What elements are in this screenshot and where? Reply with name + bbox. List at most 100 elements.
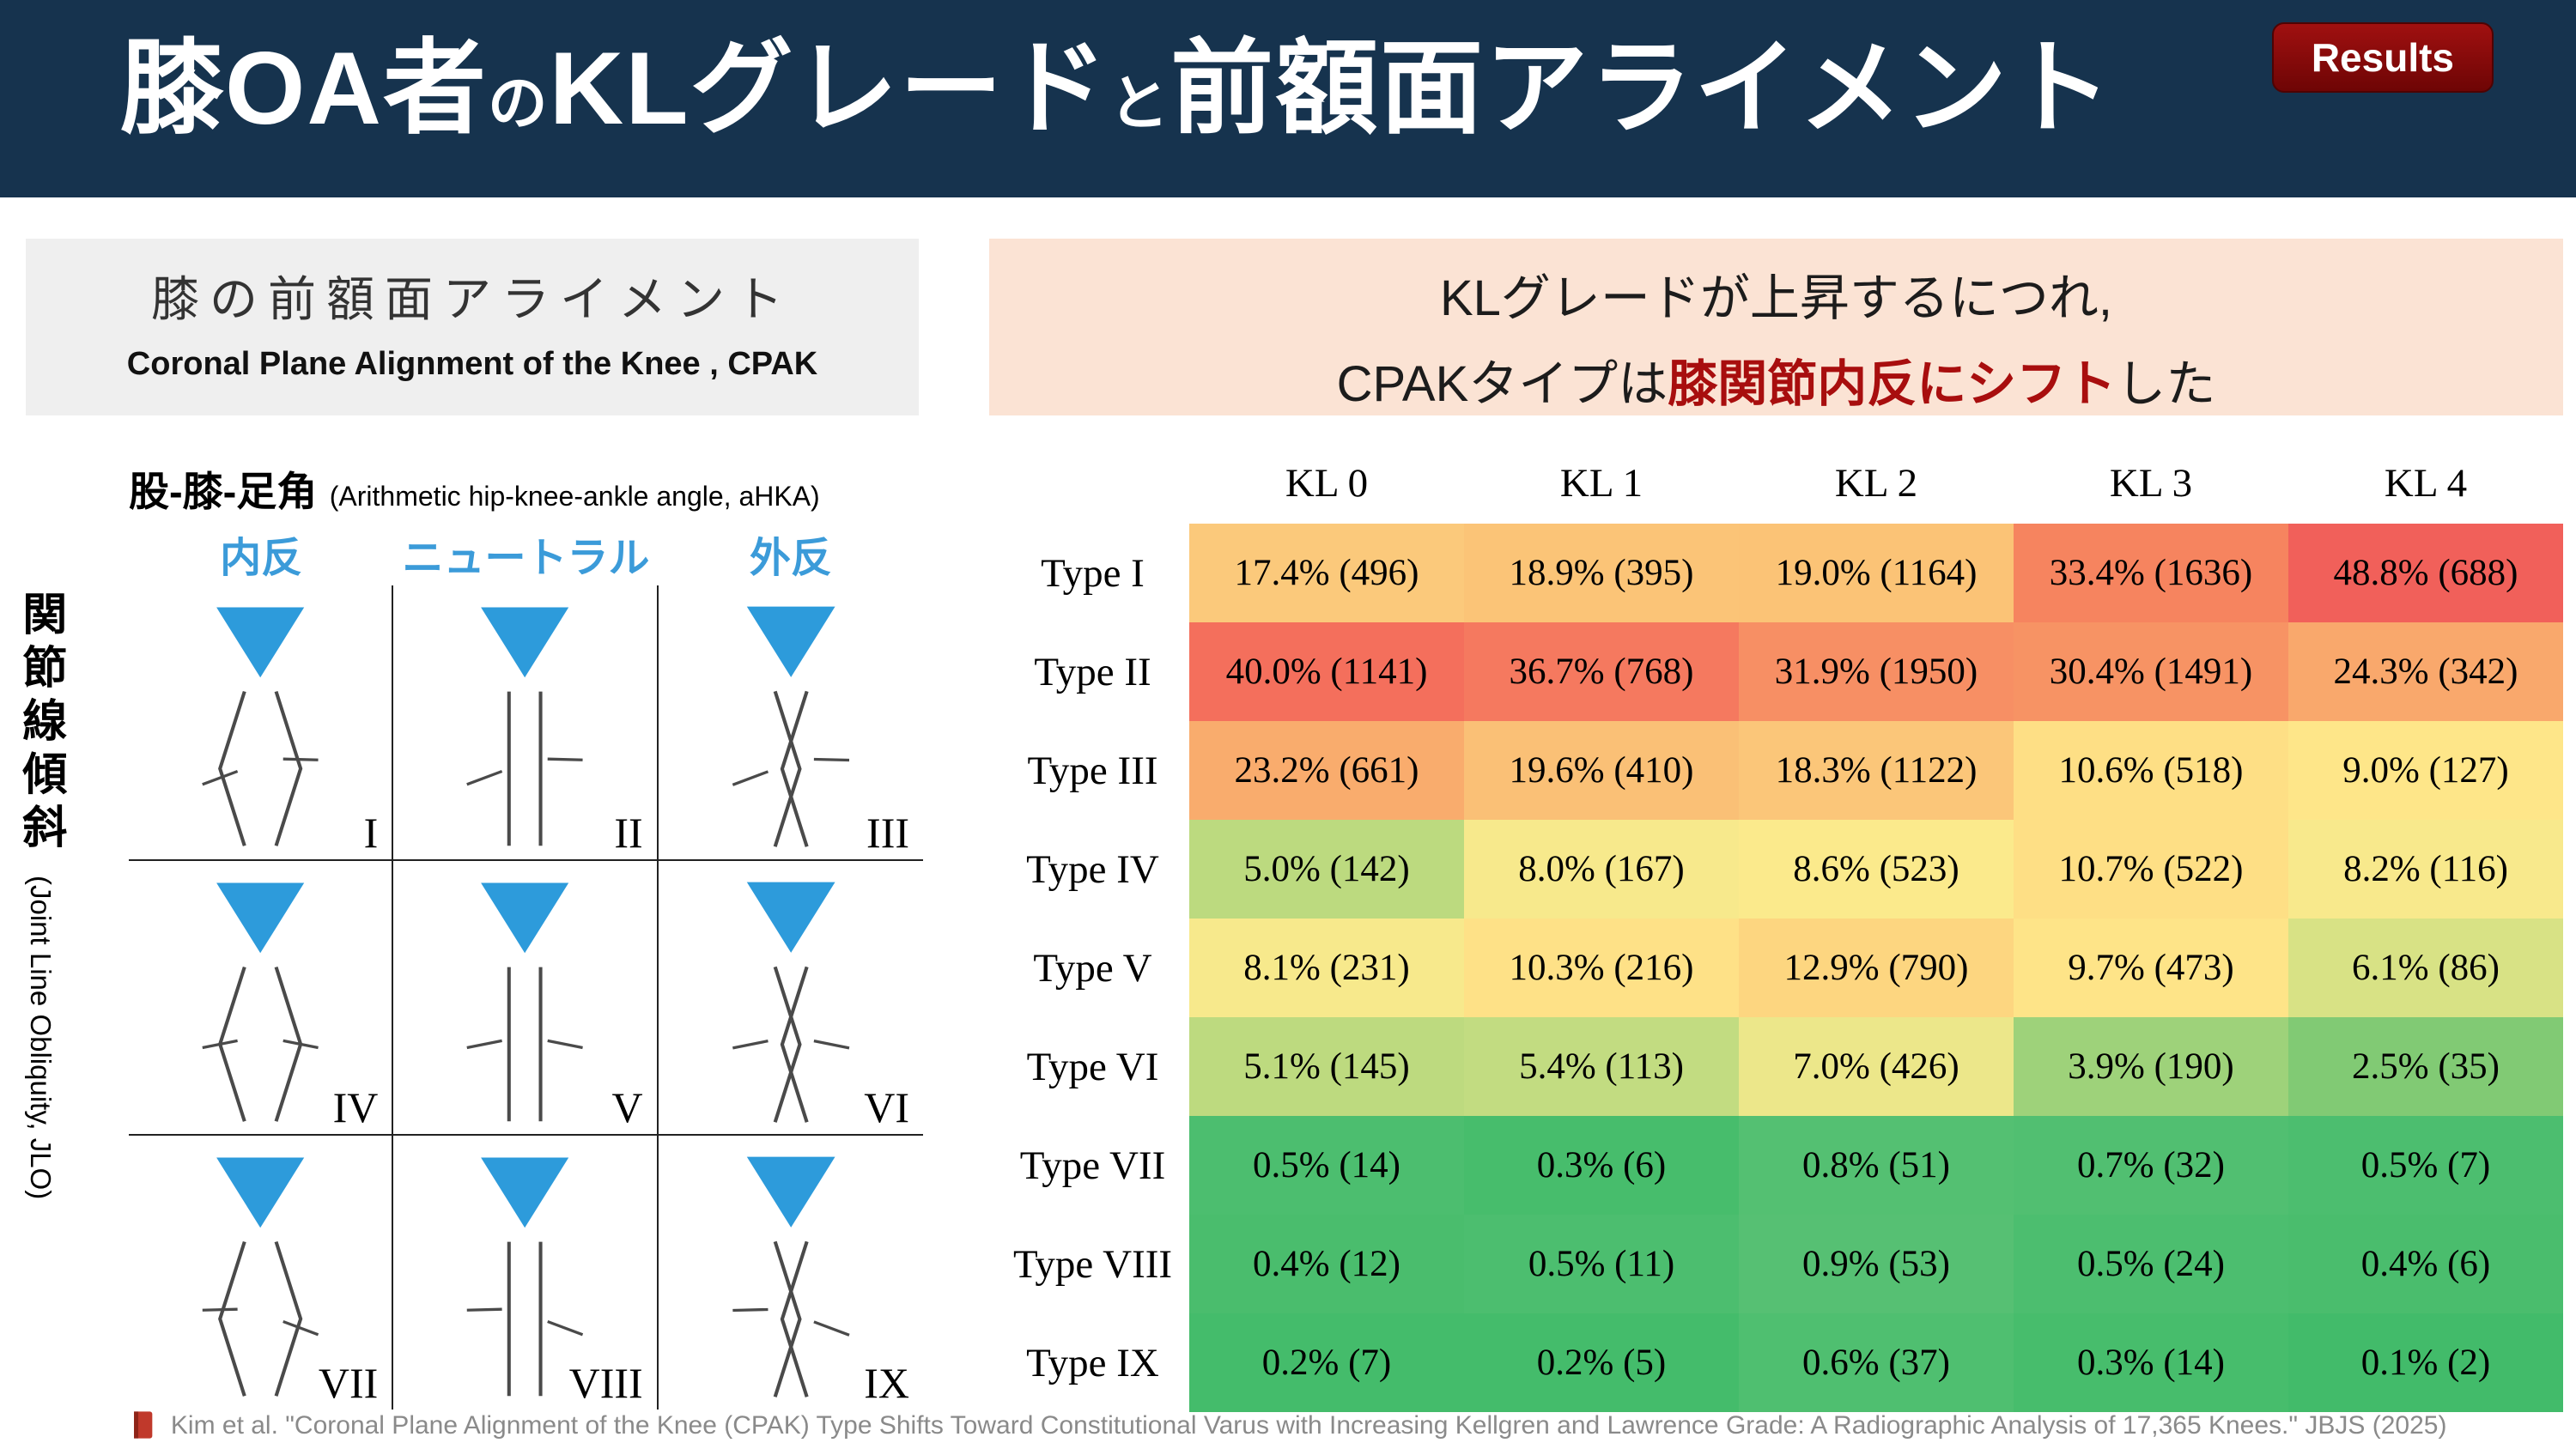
heatmap-cell: 0.3% (14) [2014,1313,2288,1412]
heatmap-row-label: Type VIII [1012,1241,1173,1287]
heatmap-cell: 23.2% (661) [1189,721,1464,820]
title-particle: の [488,70,550,136]
heatmap-cell: 9.0% (127) [2288,721,2563,820]
cpak-type-numeral: VI [864,1083,909,1132]
jlo-label-note: (Joint Line Obliquity, JLO) [24,876,57,1200]
heatmap-cell: 3.9% (190) [2014,1017,2288,1116]
heatmap-cell: 18.3% (1122) [1739,721,2014,820]
label-neutral: ニュートラル [402,536,650,581]
heatmap-column-header: KL 1 [1559,460,1643,506]
heatmap-cell: 0.5% (7) [2288,1116,2563,1215]
heatmap-cell: 48.8% (688) [2288,524,2563,622]
title-part: KLグレード [549,31,1109,146]
label-varus: 内反 [220,536,303,581]
knee-alignment-glyph [202,607,319,846]
heatmap-cell: 0.5% (14) [1189,1116,1464,1215]
cpak-type-numeral: VIII [568,1358,643,1407]
cpak-cell-V: V [393,860,659,1137]
cpak-type-numeral: III [866,808,909,857]
heatmap-cell: 19.6% (410) [1464,721,1739,820]
cpak-cell-IX: IX [659,1136,923,1410]
heatmap-column-header: KL 0 [1285,460,1369,506]
citation: Kim et al. "Coronal Plane Alignment of t… [0,1410,2576,1440]
cpak-column-labels: 内反 ニュートラル 外反 [129,524,923,584]
cpak-type-numeral: I [363,808,379,857]
cpak-cell-VII: VII [129,1136,394,1410]
heatmap-row-label: Type III [1027,748,1158,793]
heatmap-cell: 0.5% (11) [1464,1215,1739,1313]
headline-suffix: した [2116,356,2216,412]
title-part: 前額面アライメント [1170,31,2114,146]
ahka-axis-label: 股-膝-足角 (Arithmetic hip-knee-ankle angle,… [129,458,820,518]
heatmap-cell: 9.7% (473) [2014,919,2288,1017]
heatmap-row-label: Type I [1041,550,1145,596]
title-particle: と [1109,70,1171,136]
heatmap-cell: 0.1% (2) [2288,1313,2563,1412]
heatmap-row-label: Type IV [1026,846,1159,892]
heatmap-column-header: KL 3 [2109,460,2193,506]
cpak-type-numeral: IV [332,1083,379,1132]
heatmap-cell: 36.7% (768) [1464,622,1739,721]
heatmap-cell: 17.4% (496) [1189,524,1464,622]
heatmap-cell: 0.8% (51) [1739,1116,2014,1215]
heatmap-cell: 33.4% (1636) [2014,524,2288,622]
cpak-cell-IV: IV [129,860,394,1137]
ahka-label-bold: 股-膝-足角 [129,469,318,514]
citation-text: Kim et al. "Coronal Plane Alignment of t… [170,1411,2447,1440]
heatmap-cell: 40.0% (1141) [1189,622,1464,721]
knee-alignment-glyph [466,882,584,1121]
heatmap-cell: 5.4% (113) [1464,1017,1739,1116]
heatmap-corner [996,442,1189,524]
cpak-cell-VI: VI [658,861,923,1137]
heatmap-cell: 0.3% (6) [1464,1116,1739,1215]
cpak-type-numeral: IX [864,1358,909,1407]
heatmap-cell: 0.7% (32) [2014,1116,2288,1215]
heatmap-cell: 8.0% (167) [1464,820,1739,919]
heatmap-cell: 18.9% (395) [1464,524,1739,622]
title-part: 膝OA者 [120,31,488,146]
headline-prefix: CPAKタイプは [1336,356,1668,412]
cpak-type-numeral: V [611,1083,643,1132]
finding-headline-box: KLグレードが上昇するにつれ, CPAKタイプは膝関節内反にシフトした [989,239,2563,415]
heatmap-cell: 30.4% (1491) [2014,622,2288,721]
heatmap-cell: 10.7% (522) [2014,820,2288,919]
heatmap-cell: 10.6% (518) [2014,721,2288,820]
knee-alignment-glyph [467,1157,584,1397]
knee-alignment-glyph [732,882,849,1123]
heatmap-cell: 8.6% (523) [1739,820,2014,919]
headline-line1: KLグレードが上昇するにつれ, [1439,270,2113,326]
heatmap-cell: 0.6% (37) [1739,1313,2014,1412]
heatmap-row-label: Type V [1033,945,1152,991]
label-valgus: 外反 [749,536,832,581]
cpak-heading-box: 膝の前額面アライメント Coronal Plane Alignment of t… [26,239,919,415]
cpak-cell-I: I [129,585,394,861]
headline-highlight: 膝関節内反にシフト [1668,356,2117,412]
knee-alignment-glyph [202,882,319,1122]
slide-header: 膝OA者のKLグレードと前額面アライメント Results [0,0,2576,197]
book-icon [133,1411,152,1439]
heatmap-cell: 19.0% (1164) [1739,524,2014,622]
heatmap-cell: 5.0% (142) [1189,820,1464,919]
heatmap-cell: 0.2% (7) [1189,1313,1464,1412]
heatmap-cell: 0.9% (53) [1739,1215,2014,1313]
ahka-label-note: (Arithmetic hip-knee-ankle angle, aHKA) [329,481,820,512]
heatmap-cell: 8.2% (116) [2288,820,2563,919]
heatmap-cell: 12.9% (790) [1739,919,2014,1017]
cpak-jp-title: 膝の前額面アライメント [151,272,793,326]
heatmap-cell: 5.1% (145) [1189,1017,1464,1116]
cpak-cell-II: II [393,585,659,861]
knee-alignment-glyph [202,1157,319,1397]
heatmap-cell: 7.0% (426) [1739,1017,2014,1116]
page-title: 膝OA者のKLグレードと前額面アライメント [0,0,2576,153]
heatmap-cell: 0.4% (6) [2288,1215,2563,1313]
heatmap-column-header: KL 2 [1834,460,1918,506]
knee-alignment-glyph [466,607,583,846]
heatmap-cell: 0.2% (5) [1464,1313,1739,1412]
cpak-kl-heatmap: KL 0 KL 1 KL 2 KL 3 KL 4 Type I 17.4% (496) 18.… [996,442,2563,1412]
heatmap-cell: 6.1% (86) [2288,919,2563,1017]
heatmap-cell: 24.3% (342) [2288,622,2563,721]
heatmap-row-label: Type VII [1019,1143,1166,1188]
results-badge: Results [2271,22,2494,93]
knee-alignment-glyph [732,1156,850,1398]
